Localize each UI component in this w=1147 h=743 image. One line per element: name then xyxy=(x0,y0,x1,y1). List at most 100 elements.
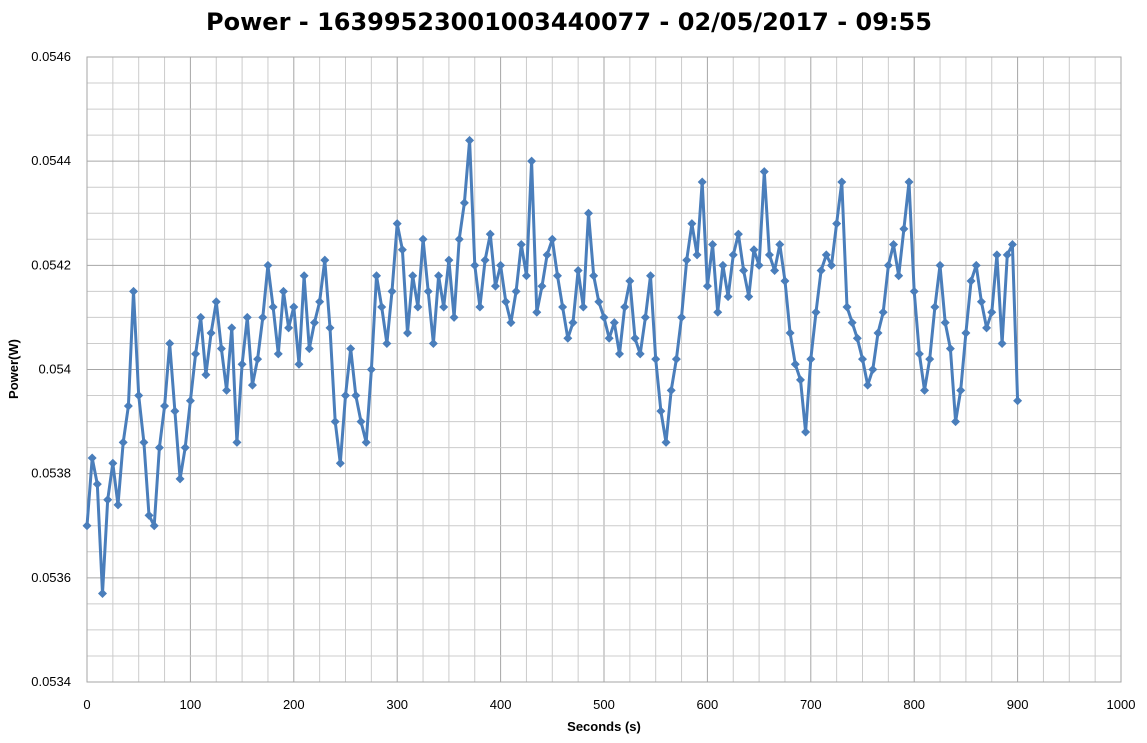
data-point xyxy=(330,417,340,427)
data-point xyxy=(956,385,966,395)
data-point xyxy=(563,333,573,343)
data-point xyxy=(118,437,128,447)
data-point xyxy=(868,365,878,374)
x-tick-label: 400 xyxy=(490,697,512,712)
data-point xyxy=(196,312,206,322)
data-point xyxy=(682,255,692,265)
data-point xyxy=(408,271,418,281)
data-point xyxy=(361,437,371,447)
data-point xyxy=(635,349,645,359)
data-point xyxy=(780,276,790,286)
data-point xyxy=(444,255,454,265)
x-tick-label: 1000 xyxy=(1107,697,1136,712)
data-point xyxy=(320,255,330,265)
data-point xyxy=(372,271,382,281)
data-point xyxy=(392,219,402,229)
y-tick-label: 0.0542 xyxy=(31,257,71,272)
data-point xyxy=(170,406,180,416)
data-point xyxy=(764,250,774,260)
data-point xyxy=(578,302,588,312)
x-tick-label: 100 xyxy=(180,697,202,712)
x-tick-label: 900 xyxy=(1007,697,1029,712)
data-point xyxy=(987,307,997,317)
data-point xyxy=(894,271,904,281)
data-point xyxy=(594,297,604,307)
data-point xyxy=(351,391,361,401)
data-point xyxy=(185,396,195,406)
y-tick-label: 0.0546 xyxy=(31,49,71,64)
x-axis-ticks: 0 100 200 300 400 500 600 700 800 900 1000 xyxy=(83,697,1135,712)
data-point xyxy=(309,318,319,328)
data-point xyxy=(527,156,537,166)
x-tick-label: 500 xyxy=(593,697,615,712)
data-point xyxy=(889,240,899,249)
data-point xyxy=(521,271,531,281)
data-point xyxy=(366,365,376,374)
data-point xyxy=(733,229,743,239)
data-point xyxy=(242,312,252,322)
data-point xyxy=(863,380,873,390)
data-point xyxy=(899,224,909,234)
x-tick-label: 700 xyxy=(800,697,822,712)
data-point xyxy=(439,302,449,312)
data-point xyxy=(976,297,986,307)
data-point xyxy=(154,443,164,453)
y-tick-label: 0.0544 xyxy=(31,153,71,168)
y-tick-label: 0.0538 xyxy=(31,466,71,481)
x-tick-label: 300 xyxy=(386,697,408,712)
data-point xyxy=(677,312,687,322)
data-point xyxy=(346,344,356,354)
data-point xyxy=(852,333,862,343)
y-tick-label: 0.054 xyxy=(38,362,71,377)
data-point xyxy=(666,385,676,395)
data-point xyxy=(454,234,464,244)
data-point xyxy=(475,302,485,312)
data-point xyxy=(997,338,1007,348)
data-point xyxy=(496,260,506,270)
data-point xyxy=(449,312,459,322)
data-point xyxy=(511,286,521,296)
data-point xyxy=(82,521,92,531)
data-point xyxy=(589,271,599,281)
data-point xyxy=(216,344,226,354)
data-point xyxy=(180,443,190,453)
data-point xyxy=(832,219,842,229)
data-point xyxy=(537,281,547,291)
y-axis-label: Power(W) xyxy=(6,339,21,399)
data-point xyxy=(940,318,950,328)
data-point xyxy=(656,406,666,416)
data-point xyxy=(770,266,780,276)
data-point xyxy=(485,229,495,239)
data-point xyxy=(826,260,836,270)
data-point xyxy=(646,271,656,281)
data-point xyxy=(129,286,139,296)
data-point xyxy=(883,260,893,270)
plot-frame xyxy=(86,56,1122,683)
data-point xyxy=(723,292,733,302)
data-point xyxy=(692,250,702,260)
data-point xyxy=(982,323,992,333)
data-point xyxy=(573,266,583,276)
data-point xyxy=(134,391,144,401)
data-point xyxy=(873,328,883,338)
data-point xyxy=(951,417,961,427)
data-point xyxy=(552,271,562,281)
plot-grid xyxy=(86,56,1122,683)
data-point xyxy=(144,510,154,520)
data-point xyxy=(139,437,149,447)
data-point xyxy=(92,479,102,489)
data-point xyxy=(599,312,609,322)
x-tick-label: 0 xyxy=(83,697,90,712)
data-point xyxy=(806,354,816,364)
data-point xyxy=(754,260,764,270)
data-point xyxy=(909,286,919,296)
data-point xyxy=(532,307,542,317)
data-point xyxy=(191,349,201,359)
data-point xyxy=(1007,240,1017,249)
data-point xyxy=(294,359,304,369)
data-point xyxy=(728,250,738,260)
data-point xyxy=(516,240,526,249)
data-point xyxy=(542,250,552,260)
chart-title: Power - 1639952300100344007​7 - 02/05/20… xyxy=(206,8,932,36)
